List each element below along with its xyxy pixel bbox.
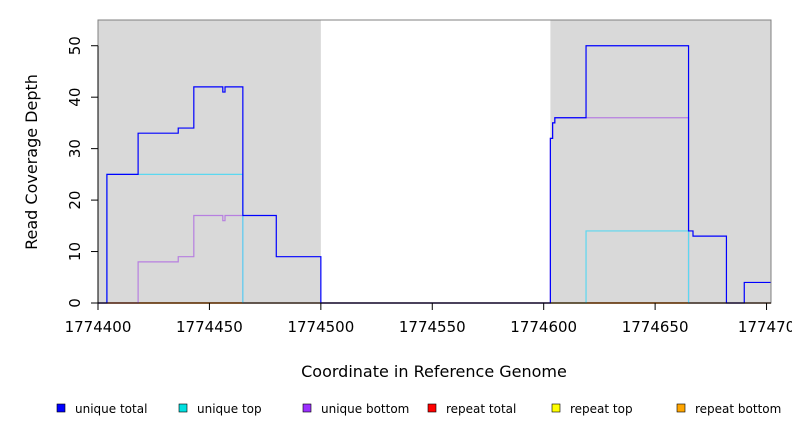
y-axis: 0 10 20 30 40 50 [66,36,99,308]
legend: unique total unique top unique bottom repea… [56,402,781,416]
legend-item-repeat-top: repeat top [551,402,633,416]
shaded-regions [98,20,771,303]
legend-item-unique-top: unique top [178,402,262,416]
legend-item-repeat-total: repeat total [427,402,516,416]
legend-swatch [56,403,66,413]
series-unique-total [98,45,771,304]
legend-swatch [302,403,312,413]
x-tick-label: 1774400 [65,318,132,336]
x-axis: 1774400 1774450 1774500 1774550 1774600 17746… [65,302,792,336]
y-tick-label: 40 [66,88,84,107]
legend-item-repeat-bottom: repeat bottom [676,402,781,416]
legend-item-unique-bottom: unique bottom [302,402,409,416]
legend-label: unique top [197,402,262,416]
y-axis-title: Read Coverage Depth [22,74,41,250]
x-tick-label: 1774500 [287,318,354,336]
legend-swatch [551,403,561,413]
shaded-region-2 [550,20,771,303]
y-tick-label: 50 [66,36,84,55]
shaded-region-1 [98,20,321,303]
legend-swatch [676,403,686,413]
x-tick-label: 177470 [738,318,792,336]
y-tick-label: 30 [66,139,84,158]
y-tick-label: 0 [66,298,84,308]
x-tick-label: 1774600 [510,318,577,336]
legend-swatch [427,403,437,413]
x-tick-label: 1774650 [622,318,689,336]
y-tick-label: 20 [66,191,84,210]
legend-label: repeat total [446,402,516,416]
y-tick-label: 10 [66,242,84,261]
x-axis-title: Coordinate in Reference Genome [301,362,567,381]
x-tick-label: 1774450 [176,318,243,336]
legend-swatch [178,403,188,413]
legend-item-unique-total: unique total [56,402,147,416]
legend-label: unique bottom [321,402,409,416]
legend-label: unique total [75,402,147,416]
legend-label: repeat top [570,402,633,416]
legend-label: repeat bottom [695,402,781,416]
x-tick-label: 1774550 [399,318,466,336]
